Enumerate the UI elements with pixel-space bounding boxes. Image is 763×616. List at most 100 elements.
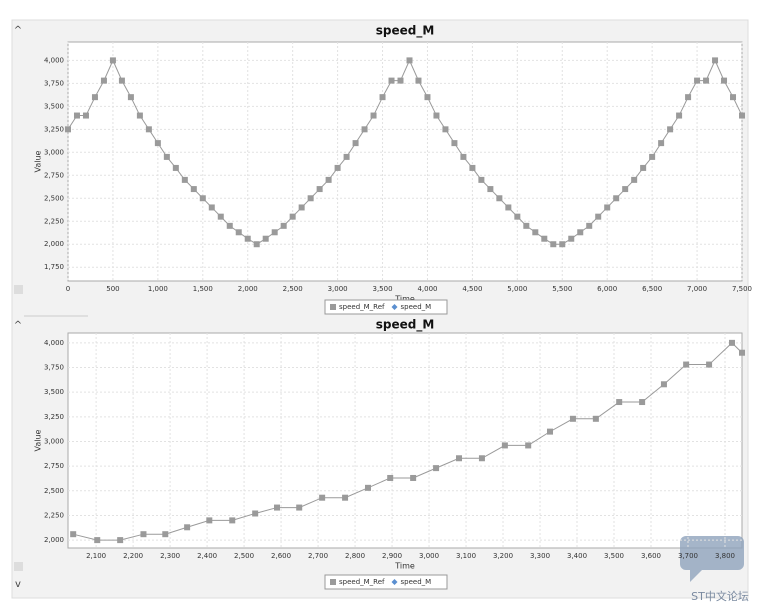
data-point <box>616 399 623 406</box>
data-point <box>109 57 116 64</box>
data-point <box>649 153 656 160</box>
data-point <box>532 229 539 236</box>
y-tick-label: 3,250 <box>44 125 64 133</box>
legend-marker <box>330 304 336 310</box>
data-point <box>94 537 101 544</box>
x-tick-label: 2,100 <box>86 552 106 560</box>
y-tick-label: 2,750 <box>44 171 64 179</box>
x-tick-label: 2,300 <box>160 552 180 560</box>
data-point <box>397 77 404 84</box>
data-point <box>199 195 206 202</box>
data-point <box>547 428 554 435</box>
x-tick-label: 3,100 <box>456 552 476 560</box>
data-point <box>253 241 260 248</box>
data-point <box>460 153 467 160</box>
data-point <box>208 204 215 211</box>
x-tick-label: 3,000 <box>328 285 348 293</box>
data-point <box>343 153 350 160</box>
data-point <box>140 531 147 538</box>
data-point <box>117 537 124 544</box>
data-point <box>334 164 341 171</box>
data-point <box>487 186 494 193</box>
legend-label: speed_M <box>401 578 432 586</box>
y-tick-label: 2,000 <box>44 240 64 248</box>
data-point <box>569 415 576 422</box>
plot-area <box>67 332 743 549</box>
x-tick-label: 2,500 <box>234 552 254 560</box>
data-point <box>190 186 197 193</box>
data-point <box>271 229 278 236</box>
data-point <box>172 164 179 171</box>
chart-title: speed_M <box>376 318 435 333</box>
data-point <box>274 504 281 511</box>
data-point <box>73 112 80 119</box>
data-point <box>361 126 368 133</box>
handle <box>14 562 23 571</box>
data-point <box>244 235 251 242</box>
x-tick-label: 1,000 <box>148 285 168 293</box>
data-point <box>676 112 683 119</box>
y-tick-label: 4,000 <box>44 339 64 347</box>
data-point <box>592 415 599 422</box>
data-point <box>541 235 548 242</box>
y-tick-label: 3,250 <box>44 413 64 421</box>
data-point <box>163 153 170 160</box>
data-point <box>307 195 314 202</box>
data-point <box>410 474 417 481</box>
collapse-button[interactable]: ^ <box>14 25 22 36</box>
expand-button[interactable]: v <box>15 579 21 590</box>
data-point <box>639 399 646 406</box>
data-point <box>370 112 377 119</box>
watermark: ST中文论坛 <box>691 589 749 603</box>
x-tick-label: 4,500 <box>462 285 482 293</box>
y-tick-label: 3,500 <box>44 388 64 396</box>
data-point <box>505 204 512 211</box>
data-point <box>730 94 737 101</box>
data-point <box>577 229 584 236</box>
y-axis-label: Value <box>34 429 43 451</box>
x-axis-label: Time <box>394 295 415 304</box>
data-point <box>640 164 647 171</box>
y-tick-label: 3,500 <box>44 102 64 110</box>
data-point <box>685 94 692 101</box>
data-point <box>162 531 169 538</box>
data-point <box>568 235 575 242</box>
data-point <box>352 140 359 147</box>
x-tick-label: 3,400 <box>567 552 587 560</box>
data-point <box>442 126 449 133</box>
data-point <box>523 222 530 229</box>
y-tick-label: 2,250 <box>44 217 64 225</box>
y-tick-label: 1,750 <box>44 263 64 271</box>
data-point <box>298 204 305 211</box>
data-point <box>280 222 287 229</box>
data-point <box>217 213 224 220</box>
plot-area <box>67 41 743 282</box>
collapse-button[interactable]: ^ <box>14 320 22 331</box>
data-point <box>739 112 745 119</box>
x-tick-label: 3,700 <box>678 552 698 560</box>
data-point <box>478 455 485 462</box>
data-point <box>595 213 602 220</box>
data-point <box>387 474 394 481</box>
data-point <box>712 57 719 64</box>
data-point <box>226 222 233 229</box>
x-tick-label: 7,500 <box>732 285 752 293</box>
data-point <box>559 241 566 248</box>
data-point <box>252 510 259 517</box>
x-tick-label: 2,000 <box>238 285 258 293</box>
x-tick-label: 3,800 <box>715 552 735 560</box>
data-point <box>70 531 77 538</box>
data-point <box>127 94 134 101</box>
x-tick-label: 7,000 <box>687 285 707 293</box>
x-tick-label: 6,500 <box>642 285 662 293</box>
y-tick-label: 2,250 <box>44 511 64 519</box>
data-point <box>316 186 323 193</box>
x-tick-label: 0 <box>66 285 70 293</box>
data-point <box>184 524 191 531</box>
x-tick-label: 2,400 <box>197 552 217 560</box>
data-point <box>660 381 667 388</box>
legend-box <box>324 574 448 590</box>
x-tick-label: 2,800 <box>345 552 365 560</box>
data-point <box>478 176 485 183</box>
